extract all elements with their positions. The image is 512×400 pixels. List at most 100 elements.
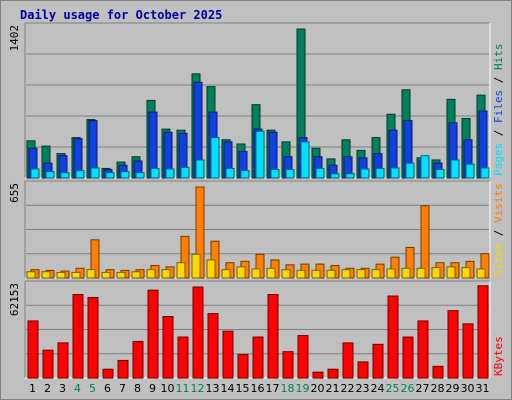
bar-pages-day-3: [60, 172, 70, 179]
bar-pages-day-21: [330, 173, 340, 179]
x-tick-label-day-31: 31: [476, 382, 490, 395]
bar-kbytes-day-4: [72, 294, 84, 379]
legend-part: Visits: [492, 183, 505, 223]
panel-visits-sites-ymax-label: 655: [8, 183, 21, 203]
legend-part: Hits: [492, 44, 505, 71]
bar-kbytes-day-6: [102, 368, 114, 379]
x-tick-label-day-25: 25: [386, 382, 400, 395]
bar-pages-day-26: [405, 162, 415, 179]
bar-kbytes-day-24: [372, 343, 384, 379]
bar-pages-day-15: [240, 170, 250, 179]
x-tick-label-day-15: 15: [236, 382, 250, 395]
x-tick-label-day-30: 30: [461, 382, 475, 395]
x-tick-label-day-4: 4: [74, 382, 81, 395]
bar-sites-day-9: [146, 269, 156, 279]
bar-pages-day-12: [195, 159, 205, 179]
legend-part: KBytes: [492, 336, 505, 376]
bar-kbytes-day-19: [297, 335, 309, 379]
bar-kbytes-day-27: [417, 320, 429, 379]
x-tick-label-day-22: 22: [341, 382, 355, 395]
bar-pages-day-9: [150, 167, 160, 179]
legend-part: Files: [492, 90, 505, 123]
panel-visits-sites-legend-label: Sites / Visits: [492, 183, 505, 276]
bar-sites-day-7: [116, 271, 126, 279]
bar-kbytes-day-28: [432, 365, 444, 379]
bar-sites-day-26: [401, 267, 411, 279]
x-tick-label-day-7: 7: [119, 382, 126, 395]
bar-pages-day-1: [30, 168, 40, 179]
x-tick-label-day-21: 21: [326, 382, 340, 395]
bar-kbytes-day-10: [162, 316, 174, 379]
bar-sites-day-20: [311, 269, 321, 279]
x-tick-label-day-5: 5: [89, 382, 96, 395]
bar-pages-day-20: [315, 167, 325, 179]
bar-sites-day-17: [266, 267, 276, 279]
bar-sites-day-12: [191, 253, 201, 279]
bar-kbytes-day-14: [222, 330, 234, 379]
bar-sites-day-31: [476, 268, 486, 279]
x-tick-label-day-17: 17: [266, 382, 280, 395]
bar-sites-day-21: [326, 269, 336, 279]
legend-part: Sites: [492, 243, 505, 276]
bar-sites-day-19: [296, 269, 306, 279]
legend-part: /: [492, 123, 505, 143]
x-tick-label-day-19: 19: [296, 382, 310, 395]
bar-kbytes-day-25: [387, 295, 399, 379]
bar-kbytes-day-16: [252, 336, 264, 379]
x-tick-label-day-2: 2: [44, 382, 51, 395]
bar-sites-day-25: [386, 268, 396, 279]
bar-pages-day-6: [105, 172, 115, 179]
bar-pages-day-22: [345, 173, 355, 179]
bar-sites-day-11: [176, 262, 186, 279]
x-tick-label-day-20: 20: [311, 382, 325, 395]
bar-kbytes-day-5: [87, 296, 99, 379]
bar-pages-day-29: [450, 159, 460, 179]
panel-hits-files-pages-legend-label: Pages / Files / Hits: [492, 44, 505, 177]
bar-kbytes-day-23: [357, 361, 369, 379]
bar-pages-day-2: [45, 171, 55, 179]
bar-kbytes-day-1: [27, 320, 39, 379]
bar-kbytes-day-8: [132, 340, 144, 379]
panel-kbytes-ymax-label: 62153: [8, 283, 21, 316]
bar-sites-day-14: [221, 269, 231, 279]
bar-pages-day-30: [465, 163, 475, 179]
bar-kbytes-day-22: [342, 342, 354, 379]
bar-pages-day-24: [375, 167, 385, 179]
bar-pages-day-8: [135, 172, 145, 179]
panel-kbytes-legend-label: KBytes: [492, 336, 505, 376]
bar-sites-day-1: [26, 271, 36, 279]
bar-sites-day-13: [206, 259, 216, 279]
bar-sites-day-28: [431, 267, 441, 279]
bar-pages-day-27: [420, 155, 430, 179]
x-tick-label-day-27: 27: [416, 382, 430, 395]
bar-sites-day-15: [236, 266, 246, 279]
x-tick-label-day-6: 6: [104, 382, 111, 395]
bar-sites-day-23: [356, 269, 366, 279]
bar-sites-day-6: [101, 271, 111, 279]
bar-kbytes-day-17: [267, 294, 279, 379]
legend-part: /: [492, 223, 505, 243]
x-tick-label-day-10: 10: [161, 382, 175, 395]
x-tick-label-day-9: 9: [149, 382, 156, 395]
bar-sites-day-30: [461, 267, 471, 279]
bar-sites-day-24: [371, 269, 381, 279]
x-tick-label-day-11: 11: [176, 382, 190, 395]
x-tick-label-day-12: 12: [191, 382, 205, 395]
x-tick-label-day-28: 28: [431, 382, 445, 395]
legend-part: Pages: [492, 143, 505, 176]
bar-sites-day-22: [341, 269, 351, 279]
bar-pages-day-18: [285, 168, 295, 179]
bar-pages-day-7: [120, 171, 130, 179]
bar-kbytes-day-26: [402, 336, 414, 379]
bar-pages-day-13: [210, 137, 220, 179]
bar-sites-day-5: [86, 269, 96, 279]
bar-pages-day-25: [390, 167, 400, 179]
x-tick-label-day-8: 8: [134, 382, 141, 395]
bar-kbytes-day-7: [117, 359, 129, 379]
bar-visits-day-27: [420, 205, 430, 279]
bar-kbytes-day-13: [207, 313, 219, 379]
bar-sites-day-29: [446, 266, 456, 279]
bar-sites-day-18: [281, 269, 291, 279]
bar-kbytes-day-31: [477, 285, 489, 379]
